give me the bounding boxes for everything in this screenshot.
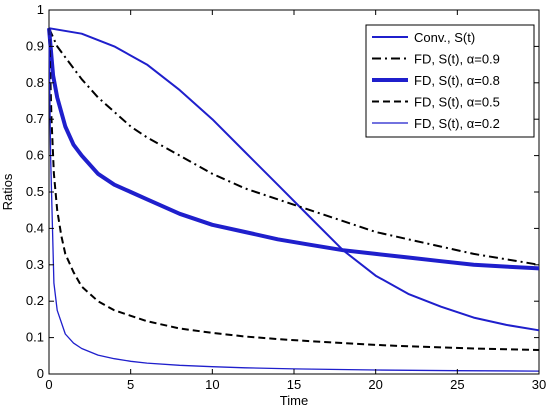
series-line-1: [48, 27, 540, 332]
x-tick-label-5: 25: [450, 377, 464, 392]
x-tick-label-2: 10: [205, 377, 219, 392]
y-axis-title: Ratios: [0, 173, 15, 210]
y-tick-label-4: 0.4: [26, 220, 44, 235]
x-tick-label-6: 30: [532, 377, 546, 392]
y-tick-label-2: 0.2: [26, 293, 44, 308]
x-tick-label-0: 0: [45, 377, 52, 392]
y-tick-label-8: 0.8: [26, 75, 44, 90]
legend-label-2: FD, S(t), α=0.9: [414, 52, 500, 67]
x-tick-label-4: 20: [368, 377, 382, 392]
tick-layer: 0 5 10 15 20 25 30 0 0.1 0.2 0.3 0.4 0.5 0.6 0.7 0.8 0.9…: [26, 2, 546, 392]
y-tick-label-6: 0.6: [26, 148, 44, 163]
legend: Conv., S(t) FD, S(t), α=0.9 FD, S(t), α=0.…: [365, 24, 535, 138]
y-tick-label-1: 0.1: [26, 330, 44, 345]
y-tick-label-3: 0.3: [26, 257, 44, 272]
series-line-2: [48, 27, 540, 266]
y-tick-label-10: 1: [37, 2, 44, 17]
y-tick-label-7: 0.7: [26, 111, 44, 126]
series-line-4: [48, 28, 540, 351]
x-tick-label-1: 5: [127, 377, 134, 392]
y-tick-label-9: 0.9: [26, 38, 44, 53]
y-tick-label-5: 0.5: [26, 184, 44, 199]
series-layer: [47, 27, 540, 372]
legend-label-3: FD, S(t), α=0.8: [414, 73, 500, 88]
legend-label-1: Conv., S(t): [414, 30, 475, 45]
legend-label-4: FD, S(t), α=0.5: [414, 95, 500, 110]
x-axis-title: Time: [280, 393, 308, 408]
series-line-5: [48, 28, 540, 372]
legend-label-5: FD, S(t), α=0.2: [414, 116, 500, 131]
y-tick-label-0: 0: [37, 366, 44, 381]
x-tick-label-3: 15: [287, 377, 301, 392]
series-line-3: [47, 28, 540, 271]
